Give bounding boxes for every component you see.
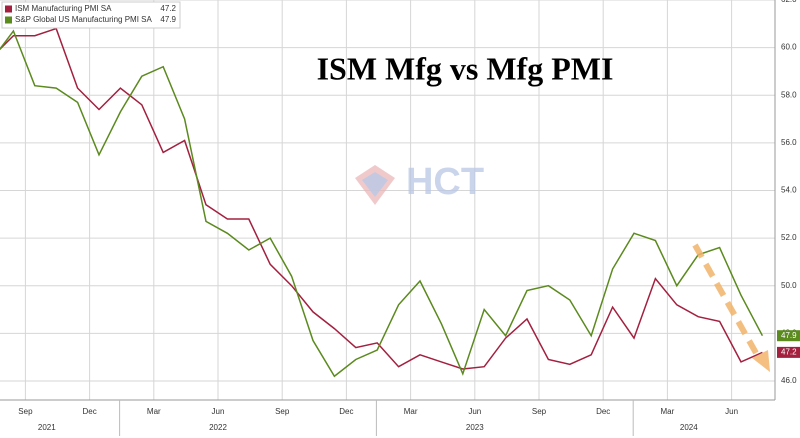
x-tick-label: Mar — [147, 407, 161, 416]
year-label: 2024 — [680, 423, 698, 432]
y-tick-label: 56.0 — [781, 138, 797, 147]
trend-arrow-head — [752, 350, 770, 372]
watermark-logo — [362, 172, 388, 197]
x-tick-label: Sep — [275, 407, 290, 416]
year-label: 2023 — [466, 423, 484, 432]
chart-title: ISM Mfg vs Mfg PMI — [317, 50, 614, 86]
legend-label: ISM Manufacturing PMI SA — [15, 4, 112, 13]
series-line — [0, 29, 764, 378]
end-label: 47.9 — [781, 331, 797, 340]
watermark: HCT — [355, 161, 484, 205]
x-tick-label: Sep — [532, 407, 547, 416]
x-tick-label: Mar — [404, 407, 418, 416]
x-tick-label: Jun — [725, 407, 738, 416]
legend-value: 47.9 — [160, 15, 176, 24]
legend-swatch — [5, 16, 12, 24]
year-label: 2022 — [209, 423, 227, 432]
grid — [0, 0, 775, 400]
end-label: 47.2 — [781, 347, 797, 356]
legend: ISM Manufacturing PMI SA 47.2 S&P Global U… — [1, 1, 181, 29]
y-tick-label: 50.0 — [781, 281, 797, 290]
x-tick-label: Dec — [82, 407, 96, 416]
legend-swatch — [5, 5, 12, 13]
trend-arrow — [692, 243, 763, 362]
y-tick-label: 46.0 — [781, 376, 797, 385]
lines — [0, 27, 764, 378]
legend-label: S&P Global US Manufacturing PMI SA — [15, 15, 152, 24]
end-label-box — [777, 346, 800, 358]
series-line — [0, 27, 763, 370]
x-tick-label: Jun — [212, 407, 225, 416]
y-tick-label: 60.0 — [781, 43, 797, 52]
x-tick-label: Dec — [339, 407, 353, 416]
legend-value: 47.2 — [160, 4, 176, 13]
y-tick-label: 62.0 — [781, 0, 797, 4]
end-label-box — [777, 330, 800, 342]
x-tick-label: Sep — [18, 407, 33, 416]
y-tick-label: 58.0 — [781, 90, 797, 99]
y-tick-label: 52.0 — [781, 233, 797, 242]
x-tick-label: Jun — [468, 407, 481, 416]
watermark-text: HCT — [406, 161, 484, 203]
x-tick-label: Mar — [661, 407, 675, 416]
x-tick-label: Dec — [596, 407, 610, 416]
y-tick-label: 54.0 — [781, 186, 797, 195]
year-label: 2021 — [38, 423, 56, 432]
legend-box — [1, 1, 181, 29]
